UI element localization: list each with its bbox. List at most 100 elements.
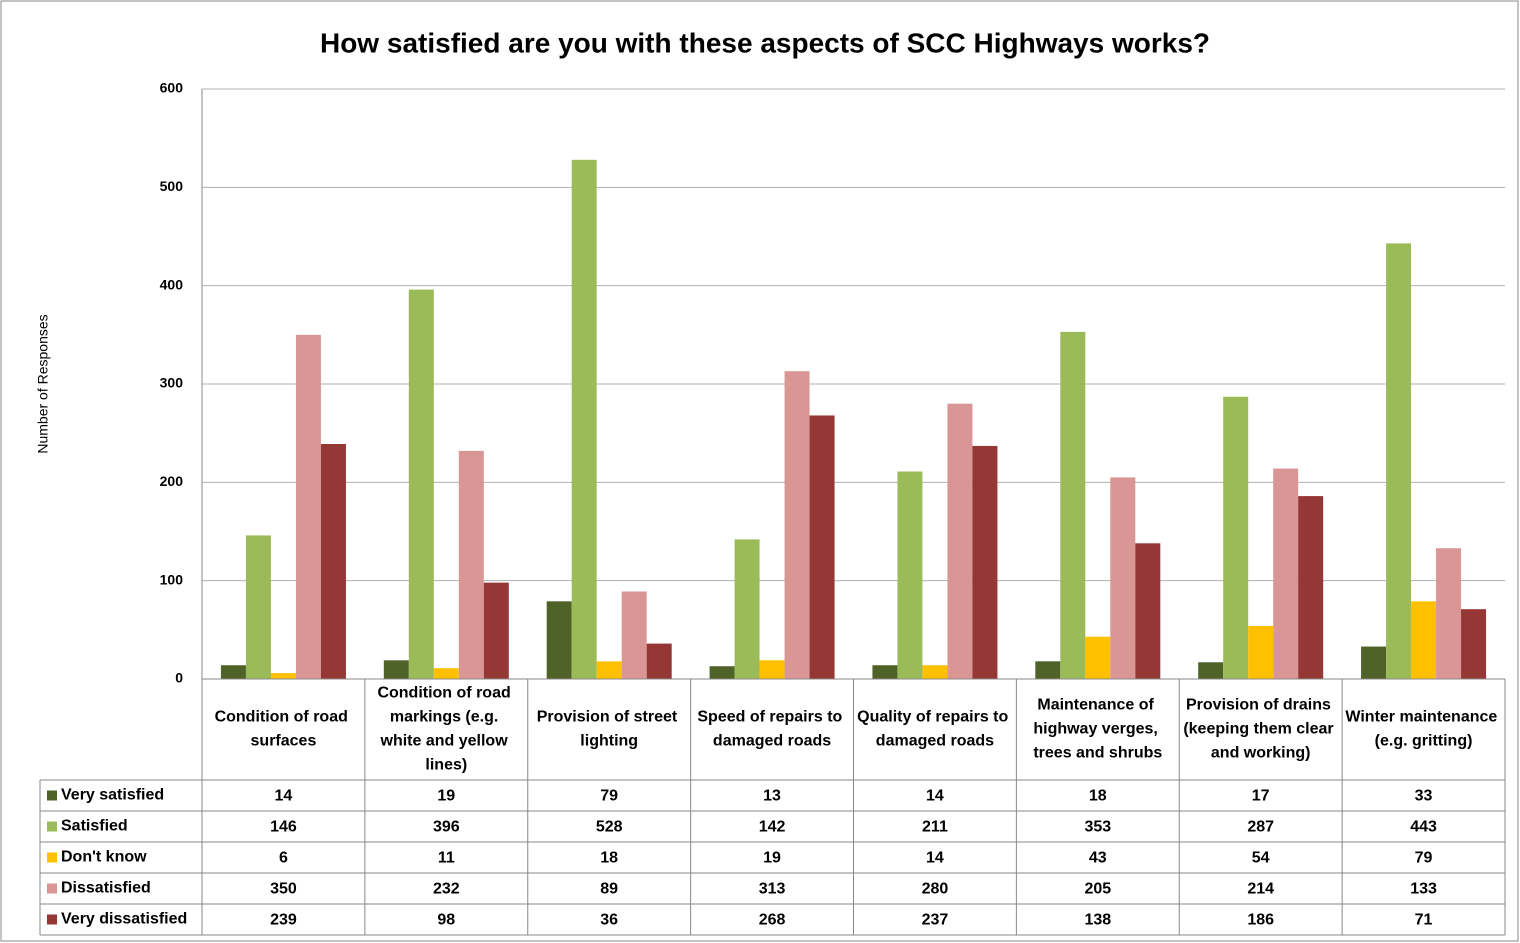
table-value: 239 [270, 912, 297, 929]
bar [245, 535, 271, 679]
legend-swatch [47, 821, 57, 832]
bar [433, 668, 459, 679]
bar [947, 403, 973, 679]
legend-label: Satisfied [61, 818, 128, 835]
y-axis-label: Number of Responses [35, 314, 51, 453]
bar [1248, 625, 1274, 679]
table-value: 186 [1247, 912, 1274, 929]
bar [1273, 468, 1299, 679]
legend-swatch [47, 883, 57, 894]
table-value: 146 [270, 819, 297, 836]
legend-label: Don't know [61, 849, 147, 866]
legend-swatch [47, 852, 57, 863]
y-tick-label: 0 [175, 670, 183, 686]
y-tick-label: 200 [160, 473, 184, 489]
table-value: 280 [922, 881, 949, 898]
table-value: 232 [433, 881, 460, 898]
bar [1135, 543, 1161, 679]
y-tick-label: 100 [160, 571, 184, 587]
legend-label: Very satisfied [61, 787, 164, 804]
bar [809, 415, 835, 679]
bar [596, 661, 622, 679]
table-value: 17 [1252, 788, 1270, 805]
chart-title: How satisfied are you with these aspects… [320, 27, 1210, 58]
table-value: 19 [437, 788, 455, 805]
table-value: 79 [600, 788, 618, 805]
bar [1198, 662, 1224, 679]
x-tick-label: Condition of road markings (e.g. white a… [377, 685, 515, 774]
x-tick-label: Speed of repairs to damaged roads [697, 709, 846, 750]
x-tick-label: Provision of street lighting [537, 709, 682, 750]
bar [1223, 396, 1249, 679]
table-value: 211 [922, 819, 948, 836]
table-value: 98 [437, 912, 455, 929]
bar [1461, 609, 1487, 679]
y-tick-label: 300 [160, 375, 184, 391]
bar [621, 591, 647, 679]
bar [546, 601, 572, 679]
bar [972, 445, 998, 679]
table-value: 268 [759, 912, 786, 929]
bar [734, 539, 760, 679]
table-value: 6 [279, 850, 288, 867]
x-tick-label: Winter maintenance (e.g. gritting) [1345, 709, 1501, 750]
table-value: 133 [1410, 881, 1437, 898]
bar [1298, 496, 1324, 679]
bar [270, 673, 296, 679]
y-tick-label: 400 [160, 276, 184, 292]
x-tick-label: Maintenance of highway verges, trees and… [1033, 697, 1162, 762]
bar [1035, 661, 1061, 679]
bar [571, 159, 597, 680]
bar [897, 471, 923, 679]
legend-swatch [47, 790, 57, 801]
bar [408, 289, 434, 679]
table-value: 14 [926, 850, 944, 867]
table-value: 36 [600, 912, 618, 929]
table-value: 528 [596, 819, 623, 836]
y-tick-label: 600 [160, 80, 184, 96]
legend-label: Very dissatisfied [61, 911, 187, 928]
x-tick-label: Condition of road surfaces [215, 709, 353, 750]
table-value: 443 [1410, 819, 1437, 836]
table-value: 79 [1415, 850, 1433, 867]
bar [220, 665, 246, 679]
bar [1110, 477, 1136, 679]
bar [1060, 331, 1086, 679]
bar [646, 643, 672, 679]
x-tick-label: Quality of repairs to damaged roads [857, 709, 1013, 750]
bar [483, 582, 509, 679]
table-value: 313 [759, 881, 786, 898]
table-value: 71 [1415, 912, 1433, 929]
bar [709, 666, 735, 679]
x-tick-label: Provision of drains (keeping them clear … [1183, 697, 1338, 762]
table-value: 54 [1252, 850, 1270, 867]
table-value: 13 [763, 788, 781, 805]
table-value: 14 [926, 788, 944, 805]
table-value: 350 [270, 881, 297, 898]
table-value: 353 [1084, 819, 1111, 836]
bar [1386, 243, 1412, 679]
legend-label: Dissatisfied [61, 880, 151, 897]
table-value: 11 [438, 850, 455, 867]
bar [458, 450, 484, 679]
table-value: 18 [600, 850, 618, 867]
table-value: 14 [275, 788, 293, 805]
legend-swatch [47, 914, 57, 925]
table-value: 19 [763, 850, 781, 867]
bar [872, 665, 898, 679]
table-value: 89 [600, 881, 618, 898]
table-value: 142 [759, 819, 786, 836]
table-value: 205 [1084, 881, 1111, 898]
table-value: 396 [433, 819, 460, 836]
table-value: 237 [922, 912, 949, 929]
bar [1411, 601, 1437, 679]
bar [922, 665, 948, 679]
bar [784, 371, 810, 679]
bar [320, 443, 346, 679]
bar [383, 660, 409, 679]
table-value: 138 [1084, 912, 1111, 929]
table-value: 18 [1089, 788, 1107, 805]
table-value: 33 [1415, 788, 1433, 805]
